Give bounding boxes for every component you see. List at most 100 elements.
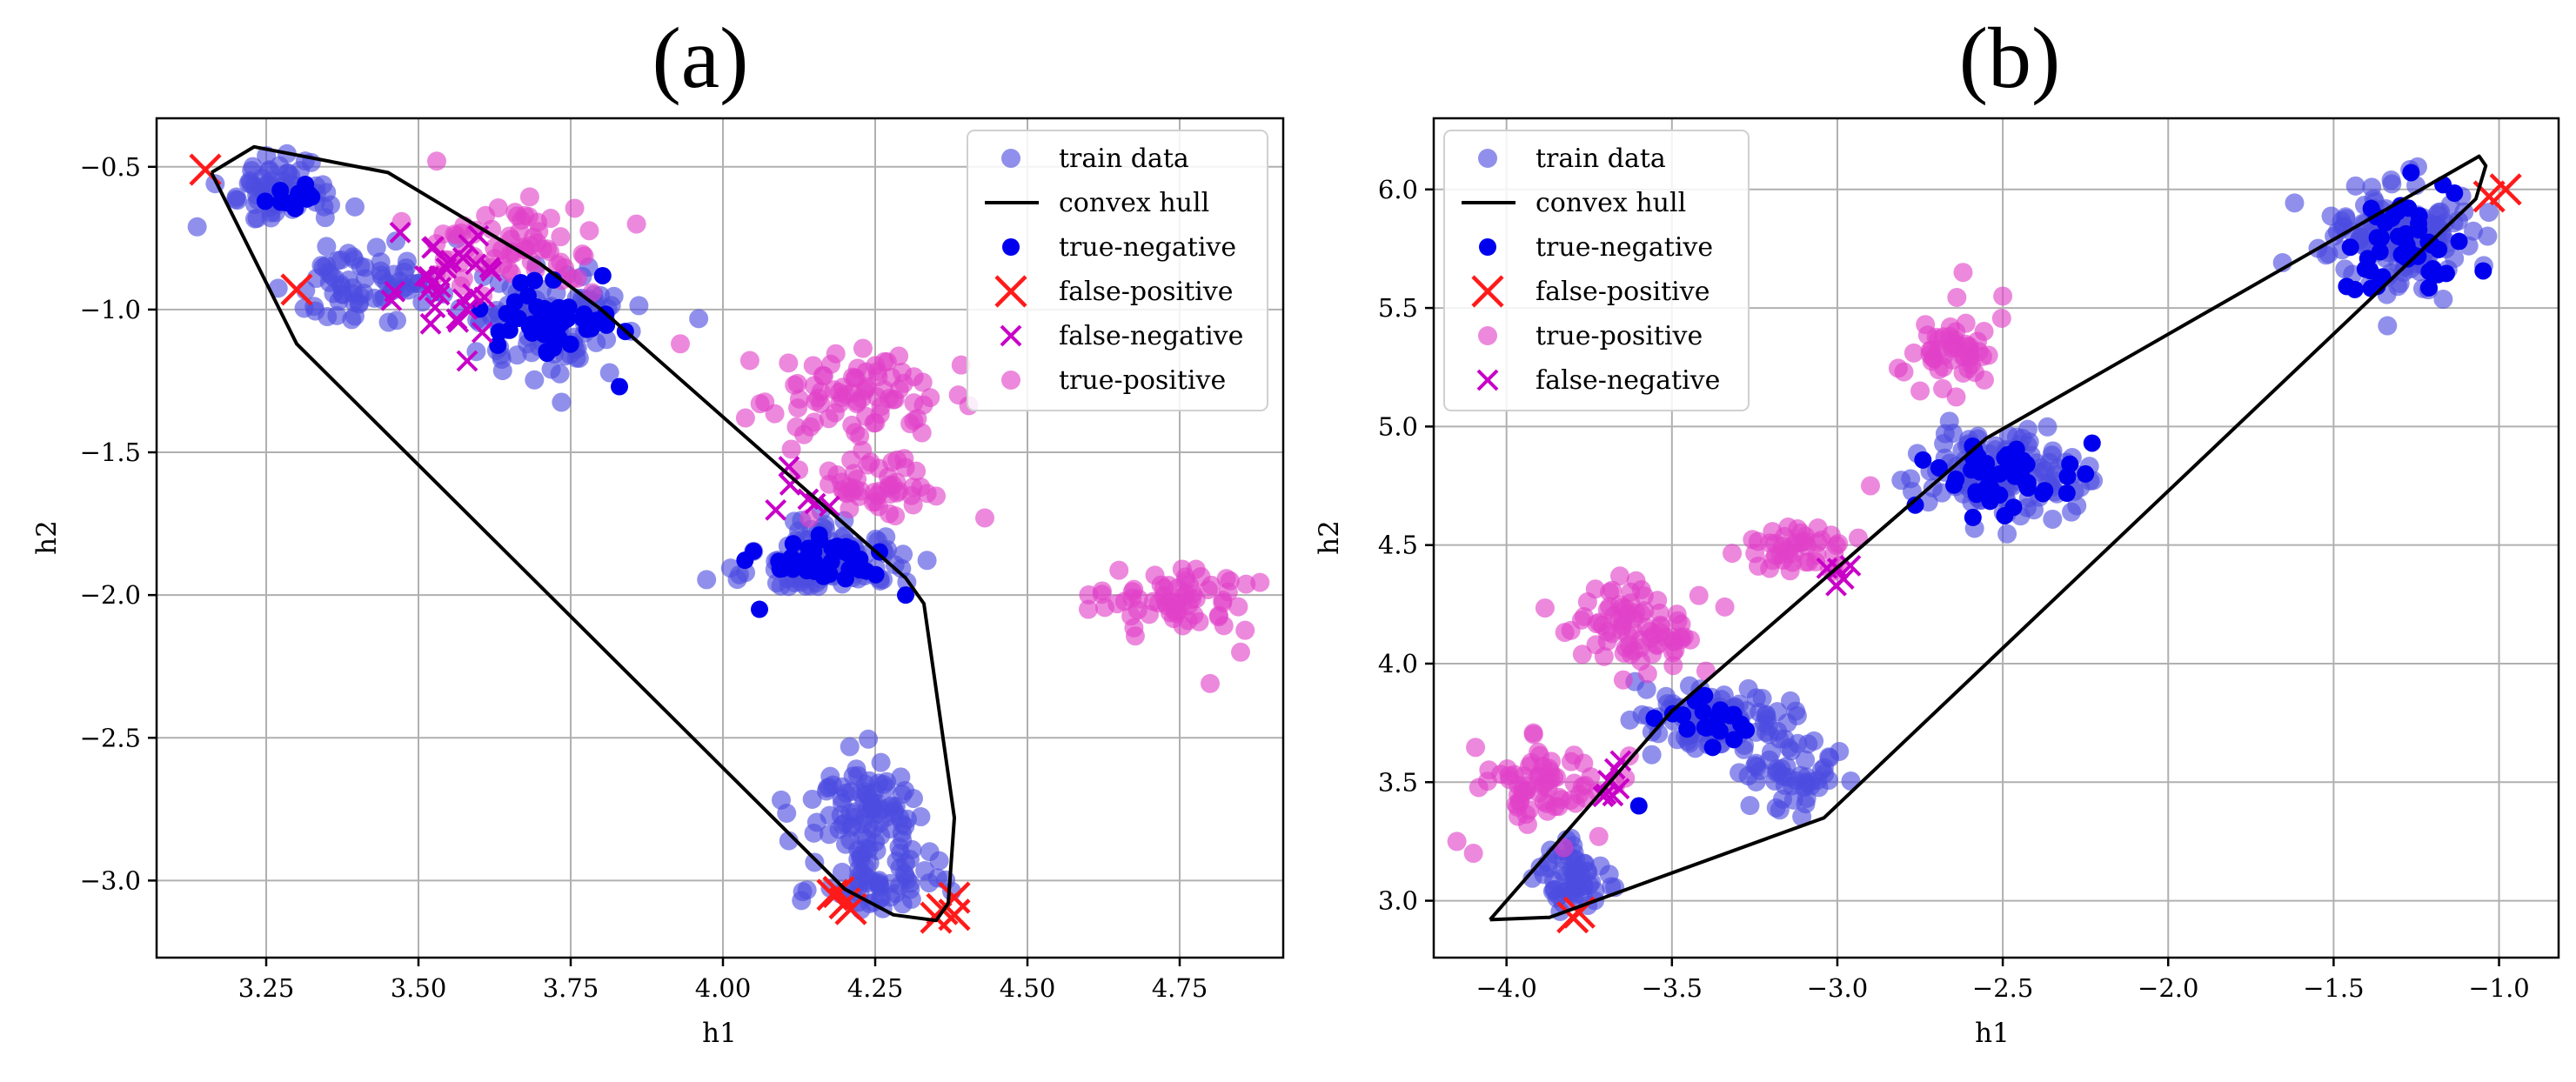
true-positive-a-2-point	[912, 423, 932, 443]
legend-true-negative-label: true-negative	[1536, 232, 1713, 263]
false-negative-a-outliers-point	[456, 350, 478, 372]
true-positive-a-outliers-point	[671, 334, 690, 354]
true-positive-b-3-point	[1780, 561, 1800, 581]
true-positive-a-4-point	[1213, 591, 1233, 611]
true-positive-a-2-point	[803, 356, 823, 376]
true-positive-a-2-point	[913, 395, 933, 415]
train-a-5-point	[876, 778, 896, 798]
true-negative-b-1-point	[1964, 508, 1982, 526]
true-positive-a-1-point	[579, 221, 599, 241]
train-b-5-point	[2433, 290, 2453, 310]
true-negative-a-1-point	[550, 298, 568, 317]
legend-false-negative-label: false-negative	[1059, 321, 1243, 351]
true-positive-a-2-point	[830, 393, 850, 413]
true-positive-a-1-point	[538, 239, 558, 259]
train-b-5-point	[2429, 218, 2449, 238]
true-positive-b-1-point	[1508, 806, 1528, 826]
true-positive-b-2-point	[1572, 645, 1592, 665]
true-negative-b-3-point	[1694, 703, 1712, 721]
true-positive-b-1-point	[1541, 770, 1561, 790]
true-positive-a-3-point	[858, 455, 878, 475]
panel-a-xtick-label: 4.25	[847, 973, 904, 1003]
true-positive-b-1-point	[1513, 780, 1533, 800]
true-negative-b-2-point	[2396, 248, 2414, 266]
true-positive-a-outliers-point	[427, 151, 446, 171]
true-negative-b-outliers-point	[2077, 464, 2095, 483]
true-positive-a-4-point	[1235, 620, 1255, 640]
true-positive-a-4-point	[1107, 594, 1127, 614]
train-a-3-point	[689, 309, 709, 329]
true-positive-b-4-point	[1946, 387, 1966, 407]
train-a-2-point	[343, 278, 363, 298]
panel-b-legend-entries: train data convex hull true-negative false-…	[1462, 144, 1720, 396]
false-positive-a-point	[280, 273, 313, 306]
train-a-4-point	[885, 555, 905, 575]
train-a-3-point	[597, 330, 617, 350]
true-positive-a-1-point	[472, 253, 492, 273]
train-a-6-point	[832, 862, 852, 882]
true-negative-b-1-point	[2014, 451, 2032, 470]
train-a-3-point	[599, 363, 619, 383]
train-a-2-point	[378, 312, 398, 332]
true-negative-a-2-point	[866, 565, 885, 584]
true-positive-a-outliers-point	[1231, 642, 1250, 662]
train-a-2-point	[386, 231, 406, 251]
train-a-6-point	[927, 868, 947, 888]
train-b-3-point	[1786, 771, 1806, 791]
true-negative-b-outliers-point	[1629, 797, 1648, 815]
false-negative-b-1-point	[1609, 750, 1632, 772]
panel-b: (b) −4.0 −3.5 −3.0 −2.5 −2.0 −1.5 −1.0 3.0 3.5 4.…	[1314, 10, 2560, 1049]
panel-a-xtick-label: 3.50	[391, 973, 447, 1003]
train-a-4-point	[779, 577, 799, 597]
true-negative-b-3-point	[1724, 705, 1743, 724]
true-negative-b-2-point	[2396, 229, 2414, 247]
train-a-2-point	[327, 305, 347, 325]
true-negative-b-2-point	[2368, 229, 2386, 247]
train-a-4-point	[917, 551, 937, 571]
true-positive-b-outliers-point	[1447, 832, 1467, 852]
panel-a-legend-entries: train data convex hull true-negative false-…	[985, 144, 1243, 396]
true-negative-a-2-point	[811, 531, 829, 549]
train-b-4-point	[2037, 417, 2057, 437]
true-negative-a-1-point	[593, 266, 612, 284]
panel-a-ytick-label: −3.0	[80, 865, 141, 895]
train-b-5-point	[2378, 316, 2398, 336]
true-positive-a-3-point	[870, 481, 890, 501]
true-negative-b-2-point	[2392, 197, 2410, 215]
panel-a-ytick-label: −1.0	[80, 295, 141, 324]
train-a-6-point	[805, 852, 825, 872]
true-negative-a-outliers-point	[611, 377, 628, 396]
train-a-4-point	[730, 564, 750, 584]
train-b-2-point	[1649, 724, 1669, 744]
true-positive-a-3-point	[927, 486, 947, 506]
train-a-5-point	[885, 801, 905, 821]
true-negative-a-3-point	[256, 192, 274, 210]
train-a-2-point	[324, 284, 344, 304]
legend-true-negative-label: true-negative	[1059, 232, 1236, 263]
true-positive-b-4-point	[1916, 315, 1936, 335]
train-a-5-point	[859, 729, 879, 749]
true-positive-b-4-point	[1943, 335, 1963, 355]
panel-b-ytick-label: 4.5	[1378, 531, 1418, 560]
true-positive-a-3-point	[895, 458, 915, 478]
true-positive-b-2-point	[1611, 620, 1631, 640]
legend-train data-label: train data	[1059, 144, 1189, 174]
true-negative-b-2-point	[2402, 164, 2420, 182]
true-negative-a-3-point	[271, 181, 290, 199]
true-negative-b-1-point	[2058, 467, 2077, 485]
true-negative-b-1-point	[2005, 467, 2024, 485]
true-positive-b-4-point	[1978, 345, 1998, 365]
train-a-3-point	[629, 296, 649, 316]
false-negative-a-outliers-point	[389, 221, 411, 244]
train-b-5-point	[2448, 210, 2468, 230]
true-positive-b-2-point	[1609, 566, 1629, 586]
true-positive-a-3-point	[886, 506, 906, 526]
true-negative-b-1-point	[2036, 482, 2054, 500]
true-positive-b-3-point	[1743, 530, 1763, 550]
true-negative-b-3-point	[1696, 686, 1714, 705]
true-positive-a-1-point	[445, 224, 465, 244]
train-a-4-point	[697, 570, 717, 590]
train-a-1-point	[226, 190, 246, 210]
true-negative-a-1-point	[582, 319, 600, 337]
